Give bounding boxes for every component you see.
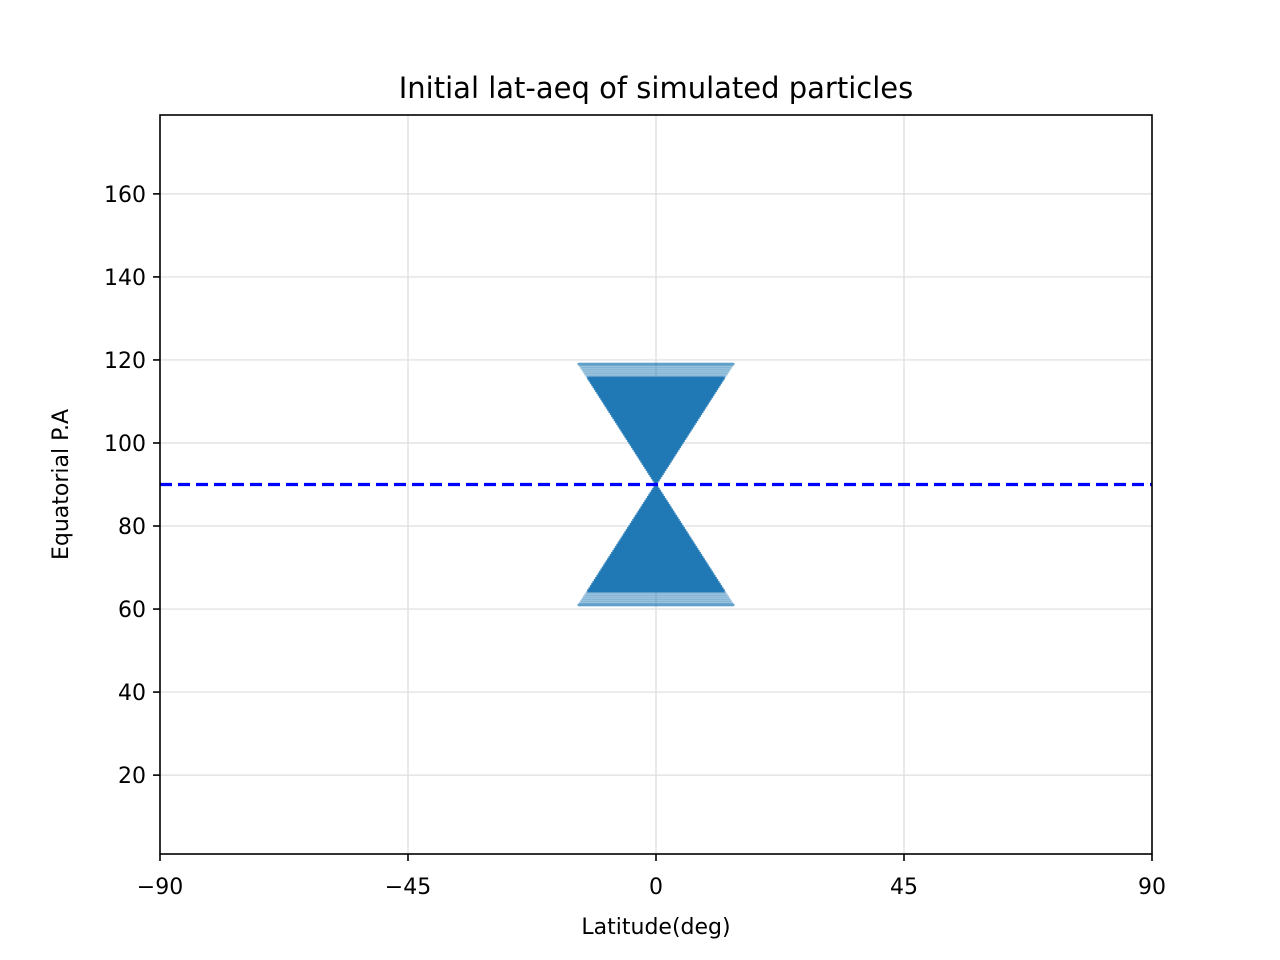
y-axis-ticks: 20 40 60 80 100 120 140 160 (104, 183, 160, 789)
y-tick-label: 40 (118, 681, 146, 706)
particle-core-upper (586, 376, 726, 485)
scatter-points (577, 362, 735, 607)
x-tick-label: 45 (890, 875, 918, 900)
x-tick-label: 0 (649, 875, 663, 900)
chart-title: Initial lat-aeq of simulated particles (399, 71, 913, 105)
x-tick-label: −45 (385, 875, 431, 900)
x-tick-label: −90 (137, 875, 183, 900)
y-tick-label: 20 (118, 764, 146, 789)
y-tick-label: 120 (104, 349, 146, 374)
y-tick-label: 60 (118, 598, 146, 623)
y-tick-label: 80 (118, 515, 146, 540)
x-tick-label: 90 (1138, 875, 1166, 900)
y-axis-label: Equatorial P.A (49, 409, 74, 560)
particle-core-lower (586, 484, 726, 593)
y-tick-label: 100 (104, 432, 146, 457)
x-axis-ticks: −90 −45 0 45 90 (137, 854, 1166, 900)
x-axis-label: Latitude(deg) (581, 915, 730, 940)
y-tick-label: 140 (104, 266, 146, 291)
y-tick-label: 160 (104, 183, 146, 208)
